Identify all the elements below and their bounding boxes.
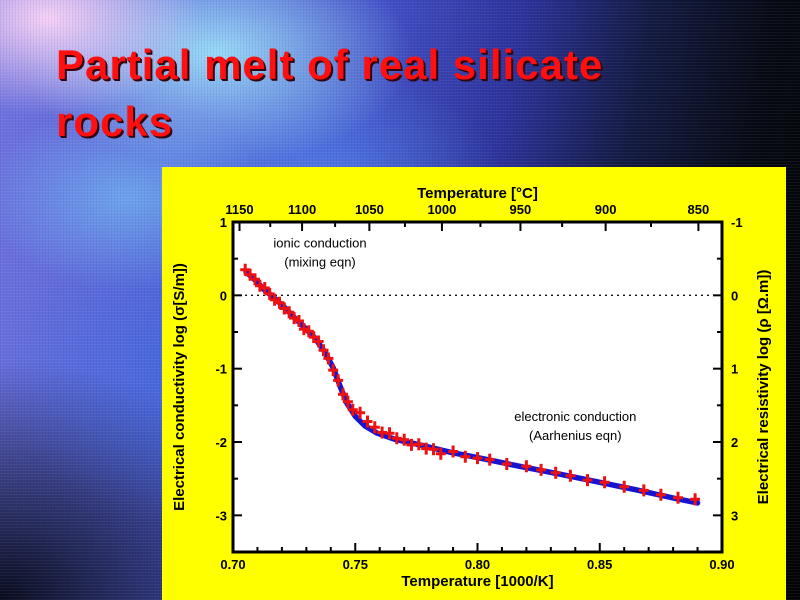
svg-text:950: 950	[510, 202, 532, 217]
svg-text:0.70: 0.70	[220, 557, 245, 572]
svg-text:(mixing eqn): (mixing eqn)	[284, 254, 356, 269]
svg-text:-1: -1	[731, 215, 743, 230]
svg-text:1150: 1150	[225, 202, 253, 217]
svg-text:1: 1	[220, 215, 227, 230]
svg-text:Temperature [°C]: Temperature [°C]	[417, 185, 538, 202]
title-line-2: rocks	[56, 98, 174, 145]
svg-text:900: 900	[595, 202, 617, 217]
svg-text:electronic conduction: electronic conduction	[514, 409, 636, 424]
svg-text:850: 850	[688, 202, 710, 217]
title-line-1: Partial melt of real silicate	[56, 41, 604, 88]
conductivity-chart: ionic conduction (mixing eqn) electronic c…	[162, 167, 786, 600]
svg-text:Temperature [1000/K]: Temperature [1000/K]	[401, 573, 553, 590]
svg-text:1: 1	[731, 362, 738, 377]
svg-text:2: 2	[731, 435, 738, 450]
svg-text:3: 3	[731, 508, 738, 523]
svg-text:1000: 1000	[427, 202, 456, 217]
svg-text:Electrical resistivity log (ρ: Electrical resistivity log (ρ [Ω.m])	[755, 270, 772, 505]
svg-text:ionic conduction: ionic conduction	[273, 235, 366, 250]
svg-text:(Aarhenius eqn): (Aarhenius eqn)	[529, 428, 622, 443]
svg-text:0.85: 0.85	[587, 557, 612, 572]
svg-text:0: 0	[731, 288, 738, 303]
svg-text:0.75: 0.75	[343, 557, 368, 572]
page-title: Partial melt of real silicate rocks	[56, 36, 736, 150]
svg-text:0: 0	[220, 288, 227, 303]
svg-text:Electrical conductivity log (σ: Electrical conductivity log (σ[S/m])	[171, 263, 188, 511]
svg-text:1100: 1100	[288, 202, 316, 217]
chart-canvas: ionic conduction (mixing eqn) electronic c…	[171, 185, 772, 590]
svg-text:0.90: 0.90	[709, 557, 734, 572]
svg-text:0.80: 0.80	[465, 557, 490, 572]
svg-text:-3: -3	[215, 508, 227, 523]
svg-text:-1: -1	[215, 362, 227, 377]
svg-text:1050: 1050	[355, 202, 384, 217]
svg-text:-2: -2	[215, 435, 227, 450]
